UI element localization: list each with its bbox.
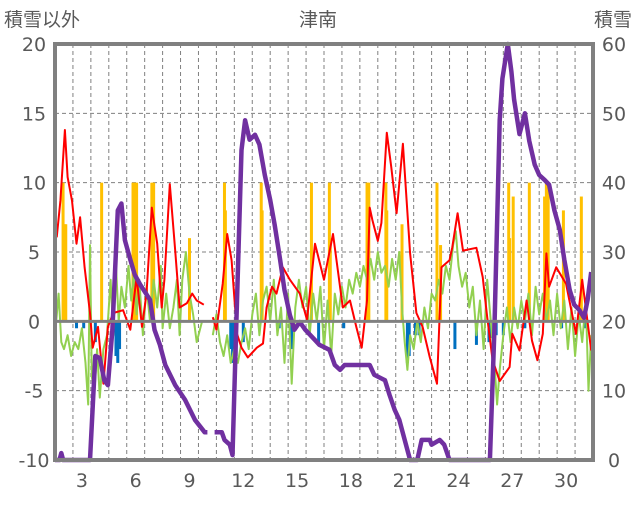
orange-bars-bar	[435, 182, 439, 322]
left-tick-label: 0	[28, 311, 40, 333]
left-tick-label: 15	[22, 103, 46, 125]
right-tick-label: 0	[608, 450, 620, 472]
blue-bars-bar	[453, 321, 457, 350]
red-line	[211, 131, 593, 385]
x-tick-label: 27	[500, 470, 524, 492]
chart-title: 津南	[299, 9, 337, 31]
blue-bars-bar	[75, 321, 79, 329]
x-tick-label: 18	[339, 470, 363, 492]
blue-bars-bar	[118, 321, 122, 350]
blue-bars-bar	[317, 321, 321, 343]
right-tick-label: 20	[602, 311, 626, 333]
plot-frame	[53, 42, 595, 462]
orange-bars-bar	[543, 196, 547, 322]
orange-bars-bar	[508, 238, 512, 322]
orange-bars-bar	[365, 182, 369, 322]
orange-bars-bar	[152, 182, 156, 322]
orange-bars-bar	[188, 238, 191, 322]
x-tick-label: 15	[285, 470, 309, 492]
right-tick-label: 30	[602, 242, 626, 264]
x-tick-label: 24	[446, 470, 470, 492]
blue-bars-bar	[523, 321, 527, 329]
gridlines	[55, 44, 593, 460]
orange-bars-bar	[61, 182, 65, 322]
x-tick-label: 3	[76, 470, 88, 492]
left-tick-label: 5	[28, 242, 40, 264]
blue-bars-bar	[231, 321, 235, 363]
orange-bars-bar	[133, 182, 137, 322]
orange-bars-bar	[100, 182, 104, 322]
red-line	[54, 129, 205, 385]
blue-bars-bar	[116, 321, 120, 363]
right-axis-label: 積雪	[594, 9, 632, 31]
right-tick-label: 10	[602, 381, 626, 403]
left-axis-label: 積雪以外	[4, 9, 80, 31]
x-tick-label: 21	[393, 470, 417, 492]
orange-bars-bar	[400, 224, 404, 322]
blue-bars-bar	[93, 321, 97, 343]
plot-border	[53, 42, 595, 462]
right-tick-label: 60	[602, 34, 626, 56]
orange-bars-bar	[64, 224, 68, 322]
orange-bars-bar	[223, 210, 227, 322]
blue-bars-bar	[114, 321, 118, 356]
orange-bars-bar	[544, 182, 548, 322]
right-tick-label: 40	[602, 173, 626, 195]
blue-bars-bar	[405, 321, 409, 363]
left-tick-label: 20	[22, 34, 46, 56]
orange-bars-bar	[135, 182, 139, 322]
blue-bars-bar	[82, 321, 86, 329]
orange-bars-bar	[579, 196, 583, 322]
snow-depth-line	[55, 201, 208, 463]
x-tick-label: 12	[231, 470, 255, 492]
blue-bars-bar	[290, 321, 294, 350]
x-tick-label: 9	[183, 470, 195, 492]
orange-bars-bar	[150, 182, 154, 322]
green-line	[211, 230, 593, 406]
x-tick-label: 30	[554, 470, 578, 492]
green-line	[54, 244, 204, 406]
left-tick-label: -5	[25, 381, 44, 403]
orange-bars-bar	[260, 210, 264, 322]
blue-bars-bar	[342, 321, 346, 329]
orange-bars-bar	[328, 238, 332, 322]
orange-bars-bar	[385, 210, 389, 322]
orange-bars-bar	[546, 182, 550, 322]
left-tick-label: 10	[22, 173, 46, 195]
orange-bars-bar	[527, 182, 531, 322]
blue-bars-bar	[229, 321, 233, 350]
orange-bars-bar	[131, 182, 135, 322]
orange-bars-bar	[309, 182, 313, 322]
x-tick-label: 6	[130, 470, 142, 492]
left-tick-label: -10	[18, 450, 49, 472]
snow-depth-line	[214, 41, 594, 463]
right-tick-label: 50	[602, 103, 626, 125]
orange-bars-bar	[511, 196, 515, 322]
